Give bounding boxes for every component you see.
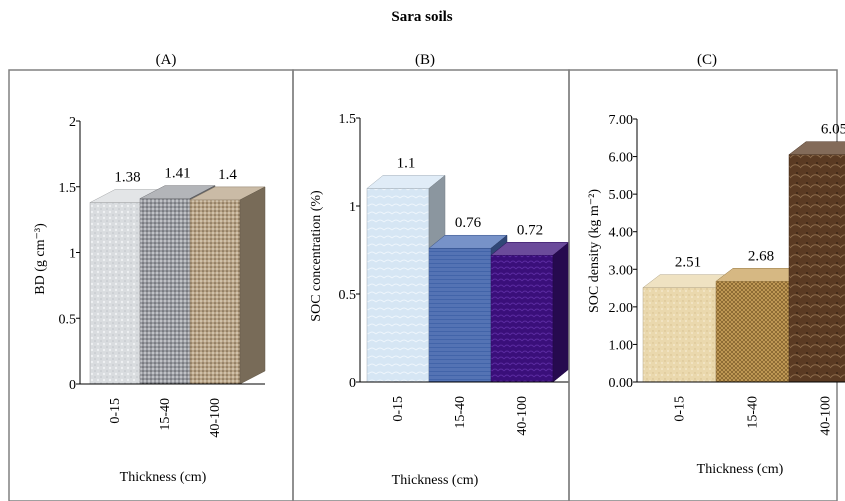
x-axis-label: Thickness (cm) (697, 462, 784, 477)
bar-front (139, 198, 191, 385)
y-tick-label: 7.00 (609, 113, 634, 128)
bar-front (490, 255, 554, 383)
data-label: 0.76 (455, 215, 482, 231)
panel-title: (B) (415, 52, 435, 68)
panel-title: (A) (156, 52, 177, 68)
plot-area: 0 0.5 1 1.5 2 1.38 0-15 1.41 15-40 1.4 40-100 (59, 115, 266, 438)
bar-front (189, 199, 241, 385)
bar-front (642, 287, 717, 383)
bar-side (552, 241, 570, 383)
y-tick-label: 1.5 (339, 112, 357, 127)
y-tick-label: 1.5 (59, 181, 77, 196)
bar-side (239, 186, 266, 385)
x-axis-label: Thickness (cm) (392, 473, 479, 488)
y-axis-label: SOC density (kg m⁻²) (587, 189, 602, 313)
data-label: 1.1 (397, 155, 416, 171)
y-axis-label: SOC concentration (%) (309, 190, 324, 322)
bar-front (428, 247, 492, 383)
bar-15-40 (715, 268, 807, 383)
y-axis-label: BD (g cm⁻³) (33, 223, 48, 295)
y-tick-label: 3.00 (609, 263, 634, 278)
plot-area: 0.00 1.00 2.00 3.00 4.00 5.00 6.00 7.00 2.51 0-15… (609, 113, 845, 436)
bar-front (788, 154, 845, 383)
x-tick-label: 0-15 (391, 396, 406, 422)
bar-40-100 (189, 186, 266, 385)
plot-area: 0 0.5 1 1.5 1.1 0-15 0.76 15-40 0.72 40-100 (339, 112, 570, 436)
y-tick-label: 6.00 (609, 151, 634, 166)
y-tick-label: 0 (349, 376, 356, 391)
x-tick-label: 40-100 (208, 398, 223, 438)
y-tick-label: 0.00 (609, 376, 634, 391)
data-label: 1.41 (164, 166, 190, 182)
y-tick-label: 4.00 (609, 226, 634, 241)
data-label: 1.38 (114, 170, 140, 186)
x-tick-label: 0-15 (673, 396, 688, 422)
x-tick-label: 40-100 (819, 396, 834, 436)
data-label: 2.68 (748, 248, 774, 264)
x-tick-label: 40-100 (515, 396, 530, 436)
y-tick-label: 1.00 (609, 338, 634, 353)
x-axis-label: Thickness (cm) (120, 470, 207, 485)
y-tick-label: 2 (69, 115, 76, 130)
x-tick-label: 0-15 (108, 398, 123, 424)
bar-front (89, 202, 141, 385)
bar-0-15 (366, 174, 446, 383)
data-label: 1.4 (218, 167, 237, 183)
x-tick-label: 15-40 (158, 398, 173, 431)
bar-top (788, 141, 845, 155)
y-tick-label: 0 (69, 378, 76, 393)
figure-title: Sara soils (391, 9, 452, 25)
data-label: 6.05 (821, 122, 845, 138)
data-label: 0.72 (517, 222, 543, 238)
y-tick-label: 1 (349, 200, 356, 215)
y-tick-label: 1 (69, 247, 76, 262)
bar-40-100 (490, 241, 570, 383)
x-tick-label: 15-40 (453, 396, 468, 429)
y-tick-label: 0.5 (59, 312, 77, 327)
data-label: 2.51 (675, 255, 701, 271)
x-tick-label: 15-40 (746, 396, 761, 429)
panel-title: (C) (697, 52, 717, 68)
panel-c: (C) 0.00 1.00 2.00 3.00 4.00 5.00 6.00 7.00 2.51… (568, 52, 845, 501)
bar-15-40 (428, 234, 508, 383)
y-tick-label: 5.00 (609, 188, 634, 203)
panel-a: (A) 00.511.521.380-151.4115-401.440-100 … (8, 52, 294, 501)
y-tick-label: 0.5 (339, 288, 357, 303)
panel-b: (B) 0 0.5 1 1.5 1.1 0-15 0.76 15-40 0.72 40-100 S… (292, 52, 570, 501)
bar-0-15 (642, 274, 734, 383)
bar-40-100 (788, 141, 845, 383)
bar-front (366, 188, 430, 383)
y-tick-label: 2.00 (609, 301, 634, 316)
bar-front (715, 281, 790, 383)
